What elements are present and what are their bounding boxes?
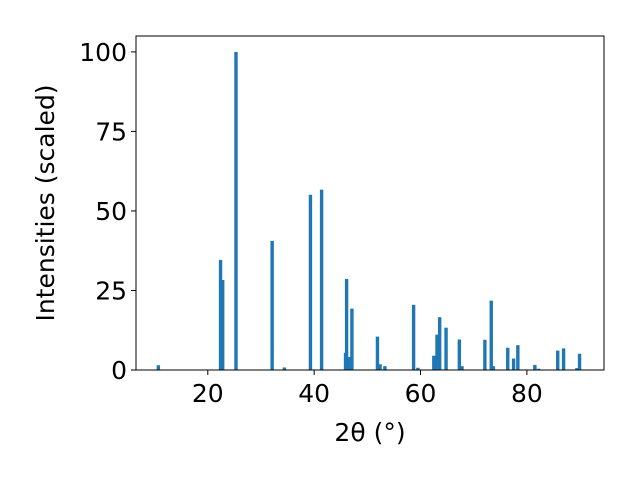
bar bbox=[375, 336, 380, 370]
x-axis-label: 2θ (°) bbox=[334, 418, 405, 447]
bar bbox=[347, 356, 351, 370]
bar bbox=[575, 368, 579, 370]
y-axis-label: Intensities (scaled) bbox=[31, 84, 60, 321]
bar-series bbox=[156, 51, 582, 371]
bar bbox=[308, 194, 313, 370]
bar bbox=[156, 365, 161, 370]
bar bbox=[350, 308, 354, 370]
x-axis: 20 40 60 80 bbox=[192, 370, 543, 408]
bar bbox=[556, 350, 560, 370]
y-tick-label: 50 bbox=[95, 197, 127, 226]
bar bbox=[319, 189, 324, 370]
bar bbox=[516, 345, 520, 370]
x-tick-label: 60 bbox=[405, 379, 437, 408]
x-tick-label: 40 bbox=[298, 379, 330, 408]
bar bbox=[218, 259, 223, 370]
bar bbox=[378, 364, 382, 370]
bar bbox=[457, 339, 462, 370]
bar bbox=[383, 366, 387, 370]
bar bbox=[536, 368, 541, 370]
x-tick-label: 80 bbox=[511, 379, 543, 408]
bar bbox=[561, 348, 566, 370]
bar bbox=[270, 240, 274, 370]
y-tick-label: 0 bbox=[111, 356, 127, 385]
bar bbox=[533, 364, 537, 370]
bar bbox=[489, 300, 493, 370]
plot-frame bbox=[135, 35, 605, 371]
bar bbox=[435, 334, 439, 370]
bar bbox=[444, 327, 448, 370]
bar bbox=[234, 51, 238, 371]
bar bbox=[344, 279, 349, 370]
bar bbox=[411, 304, 416, 370]
y-axis: 0 25 50 75 100 bbox=[79, 38, 136, 385]
bar bbox=[506, 347, 510, 370]
bar bbox=[577, 353, 582, 370]
y-tick-label: 25 bbox=[95, 276, 127, 305]
bar bbox=[491, 366, 496, 370]
bar bbox=[282, 367, 287, 370]
bar bbox=[483, 339, 487, 370]
bar bbox=[416, 367, 420, 370]
y-tick-label: 100 bbox=[79, 38, 127, 67]
bar bbox=[511, 358, 516, 370]
bar bbox=[437, 317, 442, 370]
y-tick-label: 75 bbox=[95, 117, 127, 146]
bar bbox=[432, 355, 436, 370]
x-tick-label: 20 bbox=[192, 379, 224, 408]
bar bbox=[220, 279, 225, 370]
bar bbox=[460, 366, 464, 370]
